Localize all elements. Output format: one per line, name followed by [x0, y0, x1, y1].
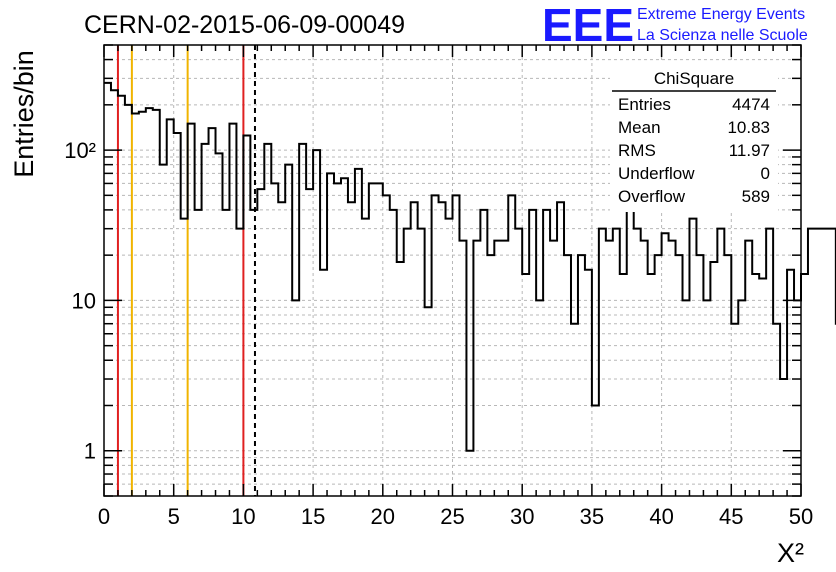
- eee-logo: EEE Extreme Energy Events La Scienza nel…: [542, 0, 808, 51]
- stats-row-value: 10.83: [727, 118, 770, 137]
- eee-logo-line2: La Scienza nelle Scuole: [637, 27, 808, 44]
- x-tick-label: 10: [231, 504, 255, 529]
- x-tick-label: 20: [371, 504, 395, 529]
- x-tick-label: 5: [168, 504, 180, 529]
- stats-row-label: Mean: [618, 118, 661, 137]
- stats-row-label: Overflow: [618, 187, 686, 206]
- histogram-outline: [104, 81, 836, 452]
- y-tick-label: 1: [84, 439, 96, 464]
- x-tick-label: 30: [510, 504, 534, 529]
- stats-row-label: Underflow: [618, 164, 695, 183]
- stats-box: ChiSquare Entries 4474 Mean 10.83 RMS 11.97 Un…: [610, 62, 778, 212]
- x-tick-label: 15: [301, 504, 325, 529]
- stats-row-label: Entries: [618, 95, 671, 114]
- x-tick-label: 40: [649, 504, 673, 529]
- y-tick-label: 10²: [64, 138, 96, 163]
- chart-title: CERN-02-2015-06-09-00049: [84, 11, 405, 39]
- eee-logo-line1: Extreme Energy Events: [637, 6, 805, 23]
- stats-row-value: 11.97: [729, 141, 770, 160]
- x-tick-label: 0: [98, 504, 110, 529]
- x-tick-label: 25: [440, 504, 464, 529]
- marker-lines: [116, 45, 256, 496]
- x-tick-label: 50: [789, 504, 813, 529]
- stats-row-value: 0: [761, 164, 770, 183]
- y-tick-label: 10: [72, 288, 96, 313]
- stats-row-value: 4474: [732, 95, 770, 114]
- x-axis-label: X²: [777, 538, 804, 568]
- y-axis-label: Entries/bin: [9, 50, 39, 178]
- stats-row-value: 589: [742, 187, 770, 206]
- x-tick-label: 35: [580, 504, 604, 529]
- stats-title: ChiSquare: [654, 69, 734, 88]
- eee-logo-mark: EEE: [542, 0, 634, 51]
- x-tick-label: 45: [719, 504, 743, 529]
- stats-row-label: RMS: [618, 141, 656, 160]
- axes: 0 5 10 15 20 25 30 35 40 45 50 1 10 10²: [64, 44, 813, 529]
